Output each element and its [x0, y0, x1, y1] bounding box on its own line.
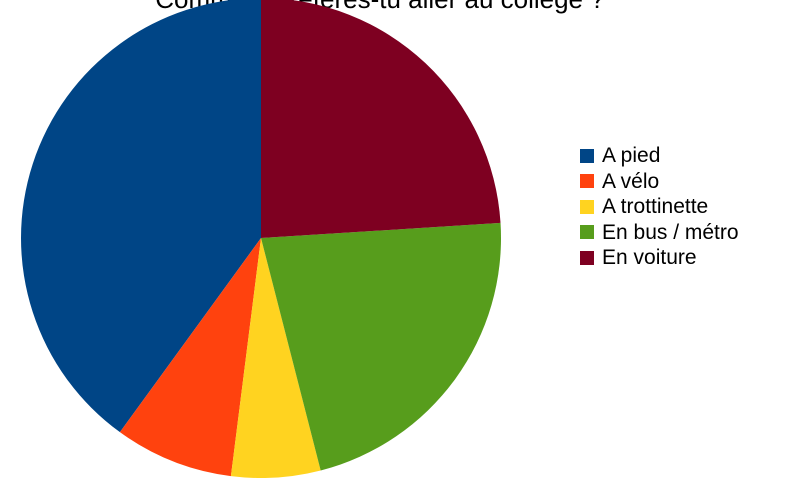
pie-slice-a-pied	[21, 0, 261, 433]
pie-slice-en-bus-m-tro	[261, 222, 502, 471]
legend-label: En bus / métro	[602, 220, 739, 244]
legend-label: A vélo	[602, 169, 660, 193]
legend: A pied A vélo A trottinette En bus / métro E…	[580, 143, 739, 271]
legend-swatch	[580, 148, 594, 163]
legend-swatch	[580, 250, 594, 265]
pie-slice-a-v-lo	[119, 238, 262, 477]
legend-swatch	[580, 225, 594, 240]
legend-item: A trottinette	[580, 194, 739, 220]
legend-label: A trottinette	[602, 195, 709, 218]
legend-item: En voiture	[580, 245, 739, 271]
legend-label: A pied	[602, 144, 661, 167]
legend-swatch	[580, 174, 594, 189]
legend-item: A vélo	[580, 169, 739, 195]
pie-slice-a-trottinette	[230, 238, 321, 478]
legend-swatch	[580, 199, 594, 214]
legend-label: En voiture	[602, 246, 697, 269]
legend-item: En bus / métro	[580, 220, 739, 246]
legend-item: A pied	[580, 143, 739, 169]
pie-slice-en-voiture	[261, 0, 501, 238]
